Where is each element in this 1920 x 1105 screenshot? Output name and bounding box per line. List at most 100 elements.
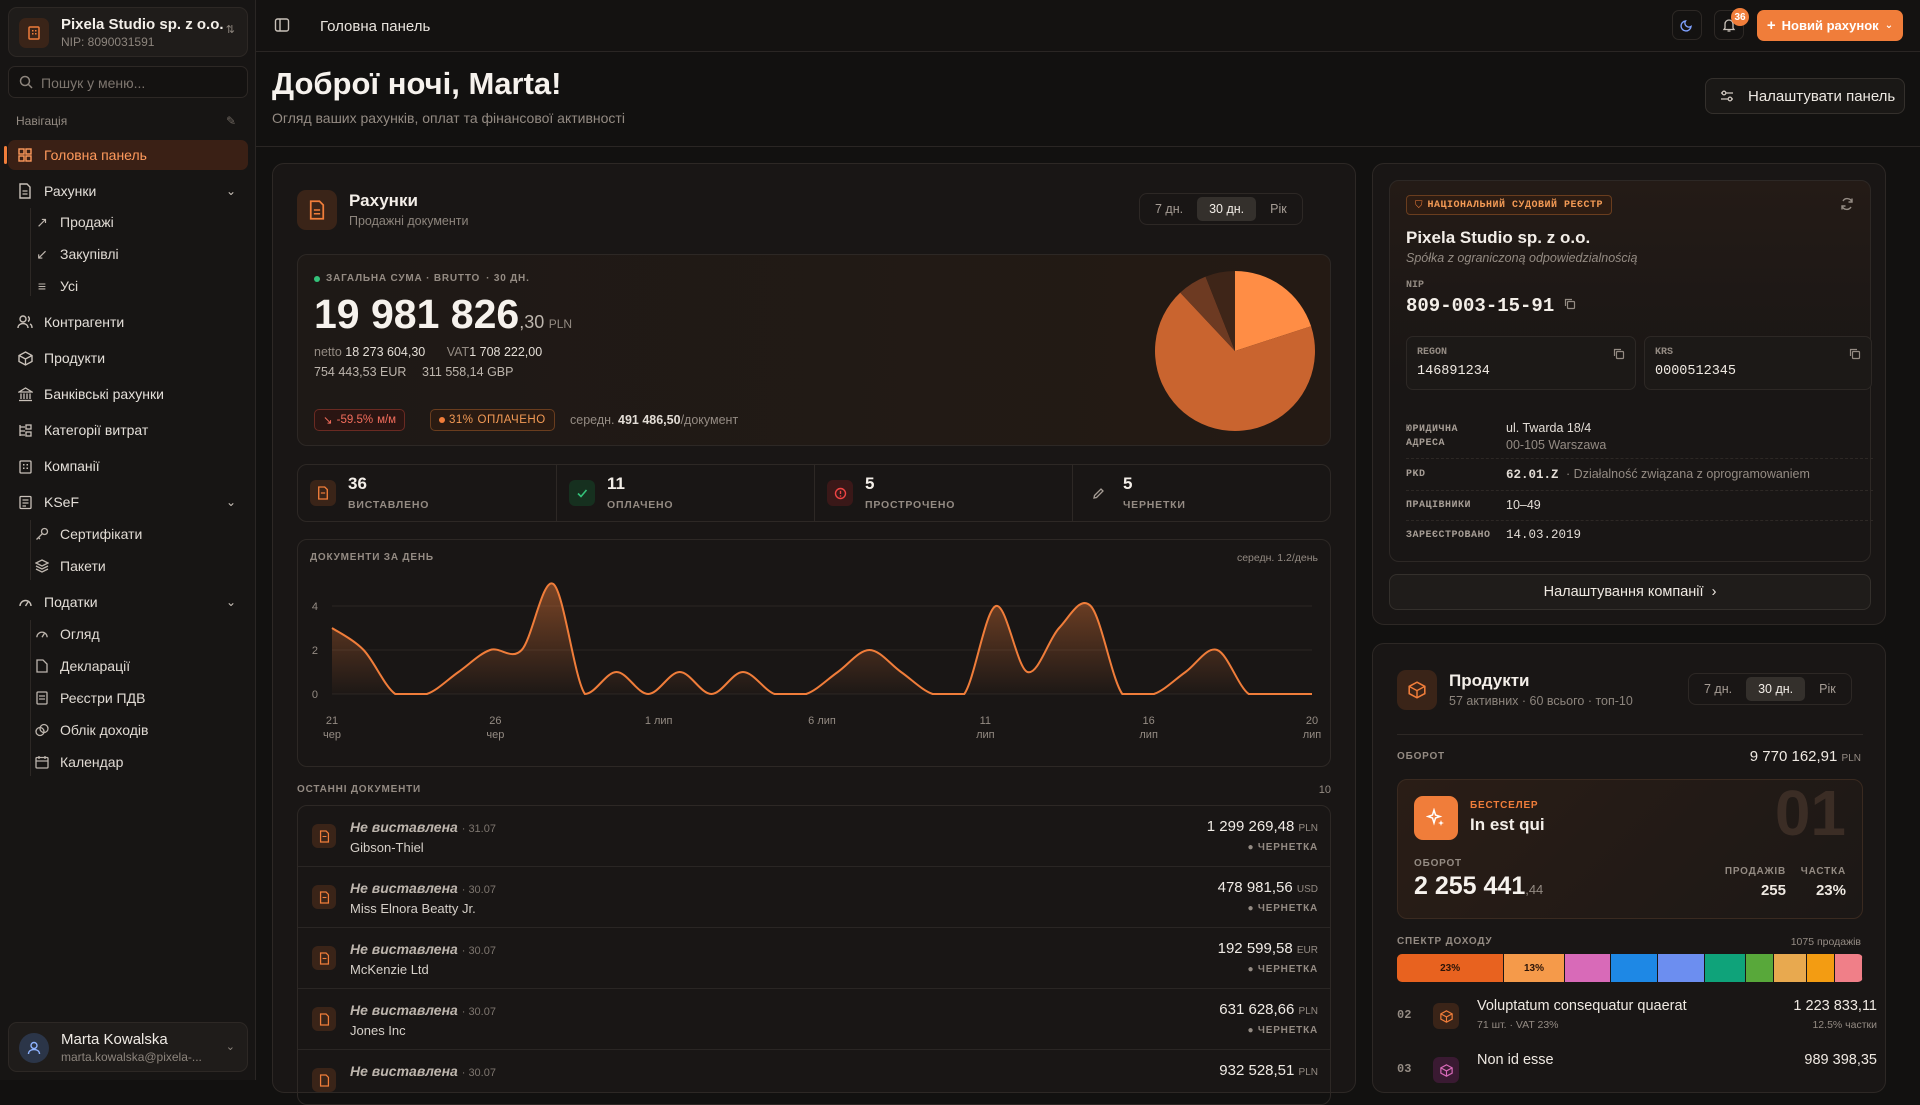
bestseller-panel[interactable]: 01 БЕСТСЕЛЕР In est qui ОБОРОТ 2 255 441… bbox=[1397, 779, 1863, 919]
document-row[interactable]: Не виставлена · 30.07 McKenzie Ltd 192 5… bbox=[298, 927, 1330, 988]
turnover-currency: PLN bbox=[1841, 753, 1861, 764]
x-tick-label: чер bbox=[486, 729, 504, 741]
gbp-label: GBP bbox=[487, 365, 514, 379]
share-value: 23% bbox=[1815, 882, 1846, 899]
spectrum-segment[interactable] bbox=[1611, 954, 1658, 982]
y-tick-label: 4 bbox=[312, 601, 318, 613]
nav-item-packages[interactable]: Пакети bbox=[34, 552, 106, 580]
chevron-down-icon[interactable]: ⌄ bbox=[225, 184, 236, 198]
copy-icon[interactable] bbox=[1613, 347, 1625, 365]
krs-label: KRS bbox=[1655, 347, 1674, 358]
document-row[interactable]: Не виставлена · 31.07 Gibson-Thiel 1 299… bbox=[298, 806, 1330, 866]
nav-label: Контрагенти bbox=[44, 314, 125, 330]
pencil-icon[interactable]: ✎ bbox=[226, 114, 237, 128]
nav-item-purchases[interactable]: ↙ Закупівлі bbox=[34, 240, 119, 268]
period-7d[interactable]: 7 дн. bbox=[1704, 682, 1733, 696]
nav-item-companies[interactable]: Компанії bbox=[8, 451, 248, 481]
copy-icon[interactable] bbox=[1564, 297, 1576, 315]
refresh-icon[interactable] bbox=[1840, 197, 1854, 216]
nav-item-overview[interactable]: Огляд bbox=[34, 620, 100, 648]
nav-item-taxes[interactable]: Податки ⌄ bbox=[8, 587, 248, 617]
nav-item-contractors[interactable]: Контрагенти bbox=[8, 307, 248, 337]
theme-toggle-button[interactable] bbox=[1672, 10, 1702, 40]
stat-paid[interactable]: 11 ОПЛАЧЕНО bbox=[557, 465, 815, 521]
nav-item-dashboard[interactable]: Головна панель bbox=[4, 140, 248, 170]
document-date: · 30.07 bbox=[461, 1006, 496, 1018]
new-invoice-label: Новий рахунок bbox=[1781, 18, 1879, 33]
document-status: Не виставлена · 30.07 bbox=[350, 880, 496, 896]
box-icon bbox=[1397, 670, 1437, 710]
nav-item-bank-accounts[interactable]: Банківські рахунки bbox=[8, 379, 248, 409]
netto-value: 18 273 604,30 bbox=[345, 345, 426, 359]
document-client: Gibson-Thiel bbox=[350, 840, 424, 855]
x-tick-label: лип bbox=[976, 729, 995, 741]
spectrum-segment[interactable] bbox=[1807, 954, 1835, 982]
new-invoice-button[interactable]: + Новий рахунок ⌄ bbox=[1757, 10, 1903, 41]
period-7d[interactable]: 7 дн. bbox=[1155, 202, 1184, 216]
trend-value: -59.5% bbox=[336, 414, 374, 426]
product-amount: 1 223 833,11 bbox=[1793, 998, 1877, 1014]
sidebar-toggle-icon[interactable] bbox=[274, 17, 290, 33]
nav-item-income-records[interactable]: Облік доходів bbox=[34, 716, 148, 744]
user-menu[interactable]: Marta Kowalska marta.kowalska@pixela-...… bbox=[8, 1022, 248, 1072]
total-period: · 30 ДН. bbox=[486, 273, 530, 284]
total-int: 19 981 826 bbox=[314, 291, 520, 337]
stat-overdue[interactable]: 5 ПРОСТРОЧЕНО bbox=[815, 465, 1073, 521]
period-year[interactable]: Рік bbox=[1819, 682, 1836, 696]
document-row[interactable]: Не виставлена · 30.07 Miss Elnora Beatty… bbox=[298, 866, 1330, 927]
document-row[interactable]: Не виставлена · 30.07 932 528,51 PLN bbox=[298, 1049, 1330, 1104]
product-name: Non id esse bbox=[1477, 1052, 1554, 1068]
period-30d[interactable]: 30 дн. bbox=[1197, 197, 1257, 221]
nav-item-all[interactable]: ≡ Усі bbox=[34, 272, 78, 300]
registered-row: ЗАРЕЄСТРОВАНО 14.03.2019 bbox=[1406, 524, 1873, 551]
spectrum-segment[interactable] bbox=[1564, 954, 1612, 982]
document-amount: 1 299 269,48 PLN bbox=[1207, 818, 1318, 835]
document-row[interactable]: Не виставлена · 30.07 Jones Inc 631 628,… bbox=[298, 988, 1330, 1049]
stat-drafts[interactable]: 5 ЧЕРНЕТКИ bbox=[1073, 465, 1331, 521]
spectrum-segment[interactable]: 13% bbox=[1504, 954, 1565, 982]
period-year[interactable]: Рік bbox=[1270, 202, 1287, 216]
spectrum-segment[interactable] bbox=[1704, 954, 1747, 982]
spectrum-segment[interactable]: 23% bbox=[1397, 954, 1505, 982]
sales-label: ПРОДАЖІВ bbox=[1724, 866, 1786, 877]
spectrum-segment[interactable] bbox=[1834, 954, 1863, 982]
nav-item-sales[interactable]: ↗ Продажі bbox=[34, 208, 114, 236]
nav-item-products[interactable]: Продукти bbox=[8, 343, 248, 373]
nav-item-certificates[interactable]: Сертифікати bbox=[34, 520, 142, 548]
nav-item-expense-categories[interactable]: Категорії витрат bbox=[8, 415, 248, 445]
product-row[interactable]: 02 Voluptatum consequatur quaerat 71 шт.… bbox=[1397, 992, 1877, 1046]
plus-icon: + bbox=[1766, 17, 1776, 34]
submenu-line bbox=[30, 520, 31, 580]
menu-search-input[interactable]: Пошук у меню... bbox=[8, 66, 248, 98]
nav-item-declarations[interactable]: Декларації bbox=[34, 652, 130, 680]
customize-dashboard-button[interactable]: Налаштувати панель bbox=[1705, 78, 1905, 114]
stat-number: 5 bbox=[1123, 474, 1133, 493]
spectrum-segment[interactable] bbox=[1657, 954, 1705, 982]
box-icon bbox=[1433, 1057, 1459, 1083]
document-status: Не виставлена · 31.07 bbox=[350, 819, 496, 835]
period-30d[interactable]: 30 дн. bbox=[1746, 677, 1806, 701]
spectrum-segment[interactable] bbox=[1746, 954, 1775, 982]
nav-item-invoices[interactable]: Рахунки ⌄ bbox=[8, 176, 248, 206]
draft-label: ЧЕРНЕТКА bbox=[1257, 1025, 1318, 1036]
x-tick-label: 16 bbox=[1143, 715, 1155, 727]
nav-item-vat-registers[interactable]: Реєстри ПДВ bbox=[34, 684, 145, 712]
bestseller-turnover: 2 255 441,44 bbox=[1414, 872, 1543, 901]
pie-slice bbox=[1155, 292, 1315, 431]
ksef-icon bbox=[16, 493, 34, 511]
chevron-down-icon[interactable]: ⌄ bbox=[225, 595, 236, 609]
chevron-down-icon[interactable]: ⌄ bbox=[225, 495, 236, 509]
product-row[interactable]: 03 Non id esse 989 398,35 bbox=[1397, 1046, 1877, 1100]
spectrum-segment[interactable] bbox=[1774, 954, 1808, 982]
nav-item-calendar[interactable]: Календар bbox=[34, 748, 123, 776]
org-switcher[interactable]: Pixela Studio sp. z o.o. NIP: 8090031591… bbox=[8, 7, 248, 57]
nav-label: Продажі bbox=[60, 214, 114, 230]
company-settings-button[interactable]: Налаштування компанії › bbox=[1389, 574, 1871, 610]
divider bbox=[1072, 465, 1073, 521]
notifications-button[interactable]: 36 bbox=[1714, 8, 1749, 40]
bank-icon bbox=[16, 385, 34, 403]
nav-label: Банківські рахунки bbox=[44, 386, 164, 402]
nav-item-ksef[interactable]: KSeF ⌄ bbox=[8, 487, 248, 517]
stat-issued[interactable]: 36 ВИСТАВЛЕНО bbox=[298, 465, 556, 521]
copy-icon[interactable] bbox=[1849, 347, 1861, 365]
